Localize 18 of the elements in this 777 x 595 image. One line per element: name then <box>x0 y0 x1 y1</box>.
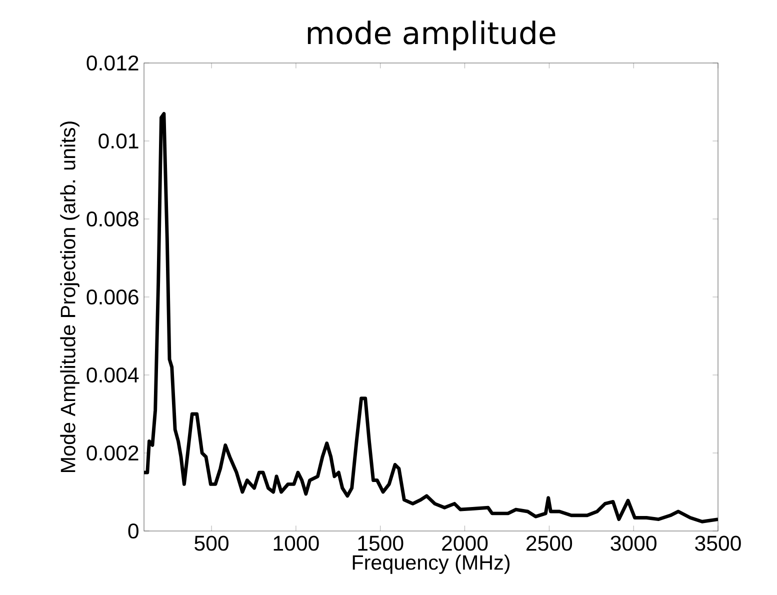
chart-title: mode amplitude <box>308 20 556 50</box>
x-tick-label: 3000 <box>610 536 656 551</box>
y-axis-title: Mode Amplitude Projection (arb. units) <box>60 122 80 472</box>
x-tick-label: 3500 <box>695 536 741 551</box>
line-series <box>144 112 718 524</box>
x-tick-label: 1500 <box>358 536 404 551</box>
y-tick-label: 0.01 <box>98 133 138 149</box>
x-axis-title: Frequency (MHz) <box>352 554 510 574</box>
y-tick-label: 0.002 <box>86 445 138 461</box>
y-tick-label: 0.006 <box>86 289 138 305</box>
y-tick-label: 0.012 <box>86 55 138 71</box>
y-tick-label: 0.008 <box>86 211 138 227</box>
x-tick-label: 500 <box>194 536 228 551</box>
y-tick-label: 0.004 <box>86 367 139 383</box>
x-tick-label: 2000 <box>442 536 488 551</box>
x-tick-label: 1000 <box>274 536 319 551</box>
x-tick-label: 2500 <box>526 536 572 551</box>
y-tick-label: 0 <box>128 523 138 539</box>
